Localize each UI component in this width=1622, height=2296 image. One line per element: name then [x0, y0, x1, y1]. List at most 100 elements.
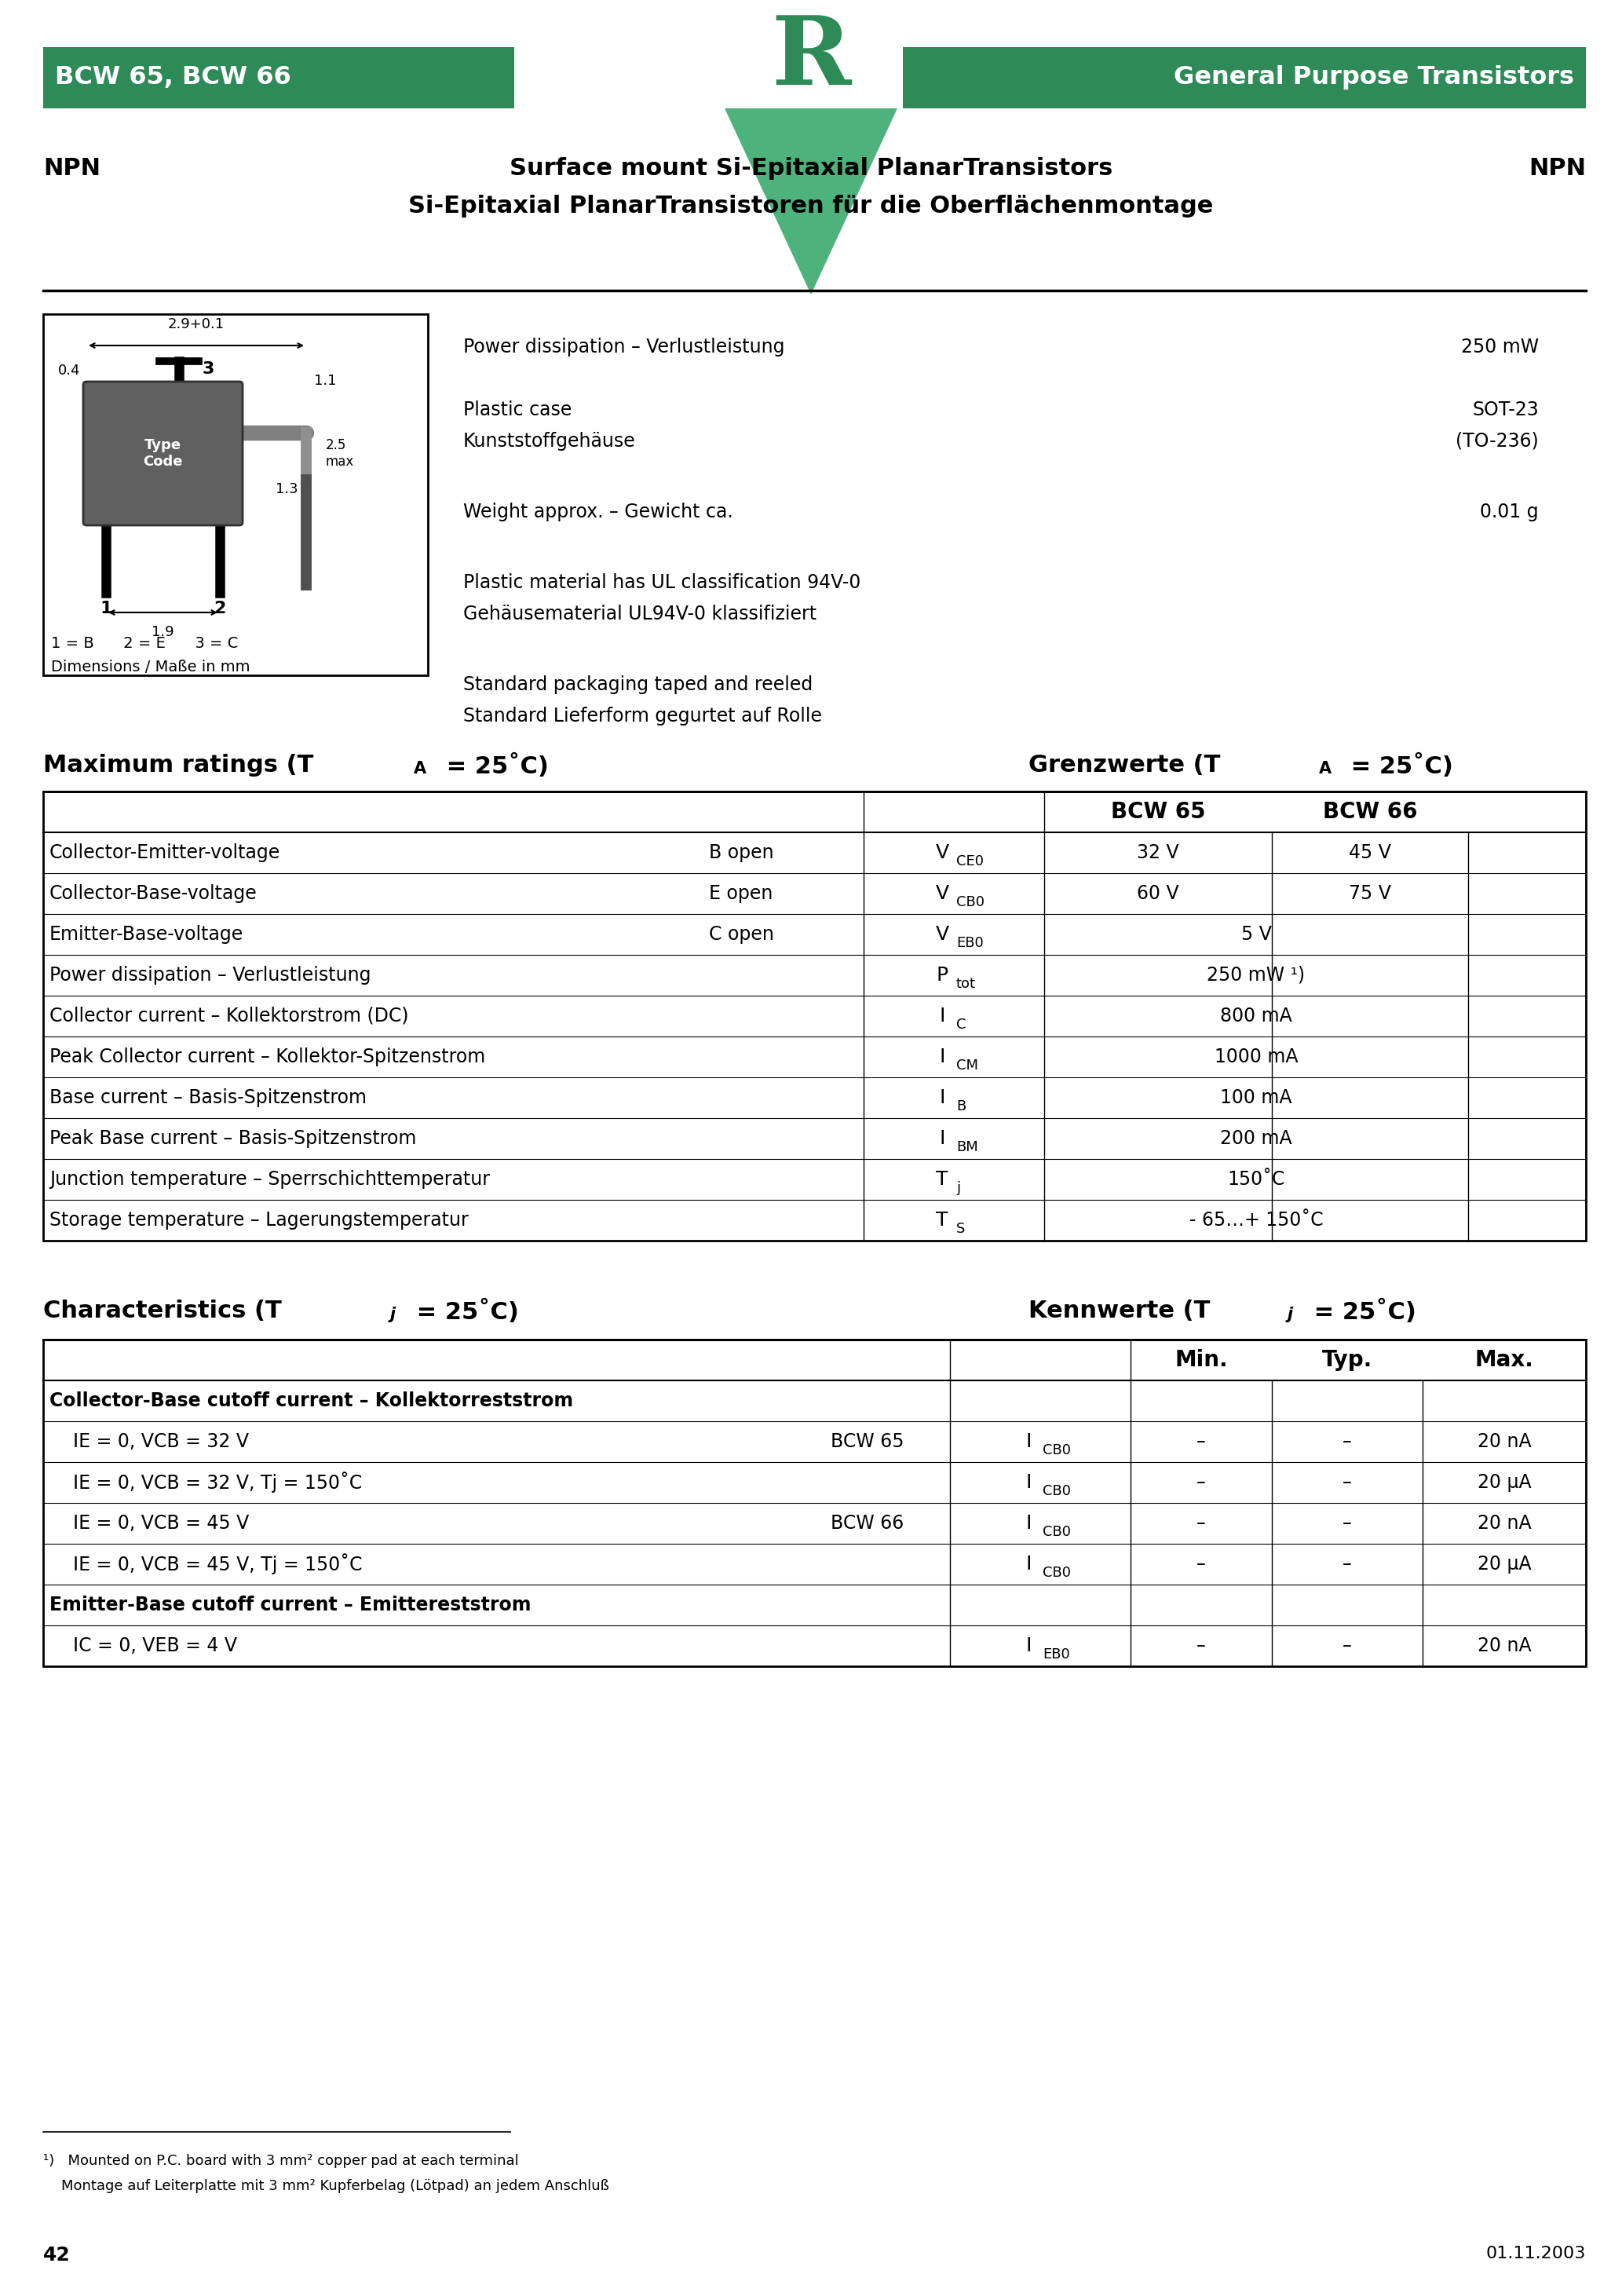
Text: Storage temperature – Lagerungstemperatur: Storage temperature – Lagerungstemperatu… [49, 1210, 469, 1231]
Text: General Purpose Transistors: General Purpose Transistors [1174, 67, 1573, 90]
Text: 42: 42 [44, 2245, 70, 2264]
Text: NPN: NPN [44, 156, 101, 179]
Text: E open: E open [709, 884, 772, 902]
Text: IE = 0, VCB = 45 V: IE = 0, VCB = 45 V [49, 1513, 250, 1534]
Text: 2: 2 [214, 602, 225, 615]
Text: I: I [939, 1130, 946, 1148]
Text: 100 mA: 100 mA [1220, 1088, 1293, 1107]
Text: CB0: CB0 [1043, 1444, 1071, 1458]
Text: EB0: EB0 [957, 937, 983, 951]
Text: –: – [1197, 1433, 1205, 1451]
Text: 1000 mA: 1000 mA [1215, 1047, 1298, 1065]
Text: Peak Collector current – Kollektor-Spitzenstrom: Peak Collector current – Kollektor-Spitz… [49, 1047, 485, 1065]
Text: 1.3: 1.3 [276, 482, 298, 496]
Text: V: V [936, 925, 949, 944]
Text: IC = 0, VEB = 4 V: IC = 0, VEB = 4 V [49, 1637, 237, 1655]
Text: 32 V: 32 V [1137, 843, 1179, 863]
Text: I: I [1025, 1513, 1032, 1534]
Text: Standard packaging taped and reeled: Standard packaging taped and reeled [464, 675, 813, 693]
Text: j: j [391, 1306, 396, 1322]
Text: I: I [939, 1088, 946, 1107]
Text: I: I [939, 1047, 946, 1065]
Text: Emitter-Base cutoff current – Emittereststrom: Emitter-Base cutoff current – Emitterest… [49, 1596, 530, 1614]
Text: 0.4: 0.4 [58, 363, 79, 379]
Text: CB0: CB0 [1043, 1566, 1071, 1580]
Text: = 25˚C): = 25˚C) [1306, 1300, 1416, 1325]
Text: R: R [770, 11, 852, 103]
Text: NPN: NPN [1528, 156, 1586, 179]
Text: Junction temperature – Sperrschichttemperatur: Junction temperature – Sperrschichttempe… [49, 1171, 490, 1189]
Text: Si-Epitaxial PlanarTransistoren für die Oberflächenmontage: Si-Epitaxial PlanarTransistoren für die … [409, 195, 1213, 218]
Text: CM: CM [957, 1058, 978, 1072]
Text: = 25˚C): = 25˚C) [409, 1300, 519, 1325]
Text: IE = 0, VCB = 32 V, Tj = 150˚C: IE = 0, VCB = 32 V, Tj = 150˚C [49, 1472, 362, 1492]
Text: I: I [1025, 1433, 1032, 1451]
Text: Standard Lieferform gegurtet auf Rolle: Standard Lieferform gegurtet auf Rolle [464, 707, 822, 726]
Text: Characteristics (T: Characteristics (T [44, 1300, 282, 1322]
Text: Typ.: Typ. [1322, 1350, 1372, 1371]
Text: SOT-23: SOT-23 [1473, 400, 1539, 420]
Text: 150˚C: 150˚C [1228, 1171, 1285, 1189]
Text: I: I [1025, 1554, 1032, 1573]
Text: P: P [936, 967, 947, 985]
Text: 1: 1 [101, 602, 112, 615]
Text: 0.01 g: 0.01 g [1481, 503, 1539, 521]
Text: CB0: CB0 [1043, 1483, 1071, 1499]
Text: = 25˚C): = 25˚C) [438, 753, 548, 778]
Text: 60 V: 60 V [1137, 884, 1179, 902]
Text: 45 V: 45 V [1350, 843, 1392, 863]
Text: Base current – Basis-Spitzenstrom: Base current – Basis-Spitzenstrom [49, 1088, 367, 1107]
Text: T: T [936, 1210, 949, 1231]
Text: Dimensions / Maße in mm: Dimensions / Maße in mm [50, 659, 250, 675]
Text: I: I [1025, 1637, 1032, 1655]
Text: CE0: CE0 [957, 854, 983, 868]
Text: Peak Base current – Basis-Spitzenstrom: Peak Base current – Basis-Spitzenstrom [49, 1130, 417, 1148]
Text: 250 mW: 250 mW [1461, 338, 1539, 356]
Text: Collector-Base-voltage: Collector-Base-voltage [49, 884, 258, 902]
Text: 200 mA: 200 mA [1220, 1130, 1293, 1148]
Text: CB0: CB0 [957, 895, 985, 909]
Text: V: V [936, 884, 949, 902]
Text: Min.: Min. [1174, 1350, 1228, 1371]
Text: –: – [1197, 1554, 1205, 1573]
Text: B open: B open [709, 843, 774, 863]
Text: 1.9: 1.9 [152, 625, 174, 638]
Text: IE = 0, VCB = 32 V: IE = 0, VCB = 32 V [49, 1433, 248, 1451]
Text: tot: tot [957, 976, 976, 992]
Text: 20 μA: 20 μA [1478, 1554, 1531, 1573]
Text: 5 V: 5 V [1241, 925, 1272, 944]
Text: BCW 66: BCW 66 [1322, 801, 1418, 822]
Text: A: A [1319, 760, 1332, 776]
Text: 2.5
max: 2.5 max [326, 439, 354, 468]
FancyBboxPatch shape [83, 381, 243, 526]
Text: j: j [957, 1180, 960, 1196]
Polygon shape [725, 108, 897, 294]
Text: Gehäusematerial UL94V-0 klassifiziert: Gehäusematerial UL94V-0 klassifiziert [464, 604, 816, 625]
Text: V: V [936, 843, 949, 863]
Text: –: – [1343, 1513, 1351, 1534]
Text: B: B [957, 1100, 965, 1114]
Text: BCW 65, BCW 66: BCW 65, BCW 66 [55, 67, 290, 90]
Text: Type
Code: Type Code [143, 439, 183, 468]
Text: 1 = B      2 = E      3 = C: 1 = B 2 = E 3 = C [50, 636, 238, 652]
Text: Plastic case: Plastic case [464, 400, 573, 420]
Text: 75 V: 75 V [1350, 884, 1392, 902]
Text: Weight approx. – Gewicht ca.: Weight approx. – Gewicht ca. [464, 503, 733, 521]
Text: C: C [957, 1017, 967, 1031]
Text: j: j [1288, 1306, 1293, 1322]
Text: BCW 65: BCW 65 [830, 1433, 903, 1451]
Text: BM: BM [957, 1141, 978, 1155]
Text: I: I [1025, 1474, 1032, 1492]
Text: A: A [414, 760, 427, 776]
Text: –: – [1343, 1474, 1351, 1492]
Text: Grenzwerte (T: Grenzwerte (T [1028, 753, 1220, 776]
Text: C open: C open [709, 925, 774, 944]
Text: BCW 65: BCW 65 [1111, 801, 1205, 822]
Text: 01.11.2003: 01.11.2003 [1486, 2245, 1586, 2262]
Text: 2.9+0.1: 2.9+0.1 [169, 317, 224, 331]
Text: –: – [1343, 1433, 1351, 1451]
Text: Collector-Emitter-voltage: Collector-Emitter-voltage [49, 843, 281, 863]
Text: 20 μA: 20 μA [1478, 1474, 1531, 1492]
Text: T: T [936, 1171, 949, 1189]
Text: Kennwerte (T: Kennwerte (T [1028, 1300, 1210, 1322]
